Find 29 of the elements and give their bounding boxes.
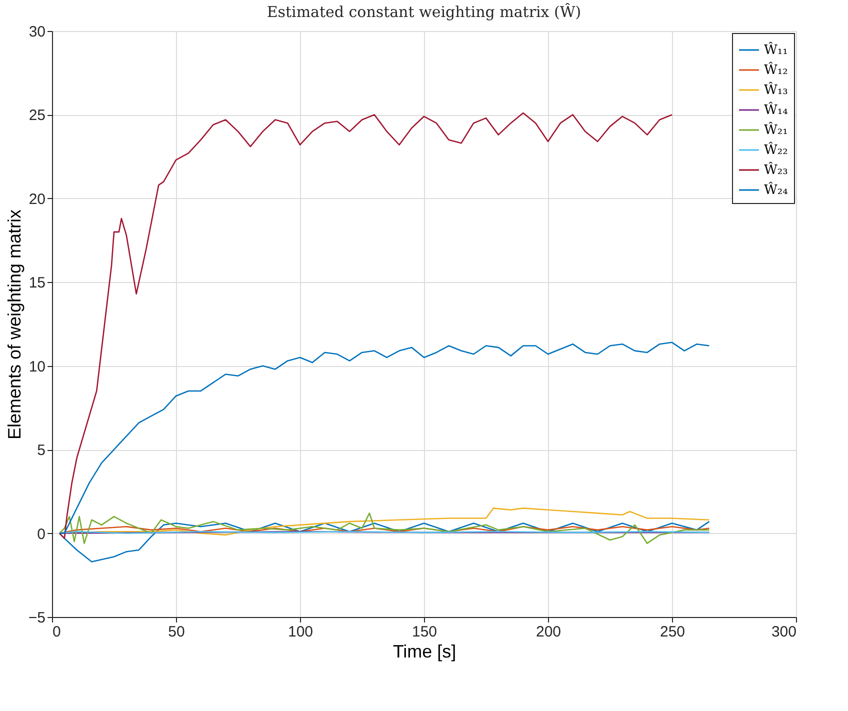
x-tick-label: 250 (660, 624, 686, 640)
legend-label: Ŵ₂₂ (764, 141, 788, 158)
x-tick-label: 50 (168, 624, 185, 640)
y-tick-label: 20 (28, 190, 46, 208)
legend-label: Ŵ₁₄ (764, 101, 788, 118)
x-tick-label: 200 (536, 624, 562, 640)
y-tick-label: 0 (37, 526, 46, 543)
x-tick-label: 100 (288, 624, 314, 640)
y-axis-title: Elements of weighting matrix (4, 209, 24, 440)
line-series (58, 512, 710, 544)
legend-label: Ŵ₂₁ (764, 121, 788, 138)
line-series (58, 526, 710, 534)
x-tick-label: 150 (412, 624, 438, 640)
legend-label: Ŵ₂₄ (764, 181, 788, 198)
y-tick-label: 10 (28, 358, 46, 376)
y-tick-label: 15 (28, 274, 46, 292)
chart-title: Estimated constant weighting matrix (Ŵ) (266, 3, 582, 21)
legend-label: Ŵ₁₁ (764, 41, 788, 58)
legend-label: Ŵ₁₃ (764, 81, 788, 98)
y-tick-label: 5 (37, 442, 46, 460)
y-tick-label: −5 (28, 610, 46, 626)
line-series (58, 112, 673, 539)
legend-label: Ŵ₂₃ (764, 161, 788, 178)
x-tick-label: 300 (771, 624, 796, 640)
y-tick-label: 30 (28, 24, 46, 40)
legend-label: Ŵ₁₂ (764, 61, 788, 78)
y-tick-label: 25 (28, 107, 46, 124)
x-tick-label: 0 (52, 624, 61, 640)
x-axis-title: Time [s] (392, 642, 456, 662)
